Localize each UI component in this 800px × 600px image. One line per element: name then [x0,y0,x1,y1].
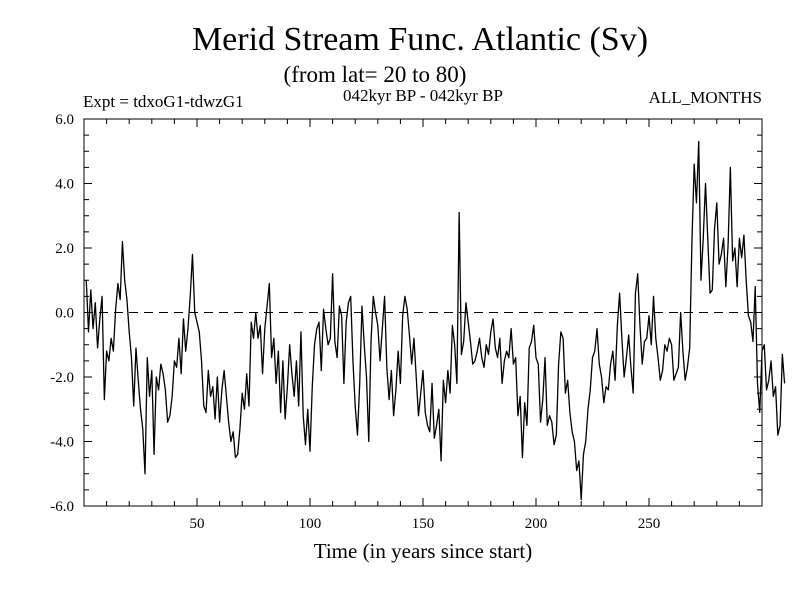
y-tick-label: -6.0 [50,499,74,515]
x-tick-label: 150 [412,516,435,532]
y-tick-label: 6.0 [55,112,74,128]
period-label: 042kyr BP - 042kyr BP [343,86,503,105]
y-tick-label: 4.0 [55,177,74,193]
x-tick-label: 50 [190,516,205,532]
x-axis-label: Time (in years since start) [314,539,533,563]
chart-subtitle: (from lat= 20 to 80) [284,62,467,87]
expt-label: Expt = tdxoG1-tdwzG1 [83,92,244,111]
x-tick-label: 200 [525,516,548,532]
y-tick-label: -2.0 [50,370,74,386]
series-line [85,140,786,501]
x-tick-label: 250 [638,516,661,532]
y-tick-label: 2.0 [55,241,74,257]
chart-title: Merid Stream Func. Atlantic (Sv) [192,21,648,58]
plot-area: 50 100 150 200 250 -6.0 -4.0 -2.0 0.0 2.0 4.0 6.0 [50,112,786,532]
y-tick-label: -4.0 [50,435,74,451]
y-tick-label: 0.0 [55,306,74,322]
months-label: ALL_MONTHS [649,88,762,107]
x-tick-label: 100 [299,516,322,532]
